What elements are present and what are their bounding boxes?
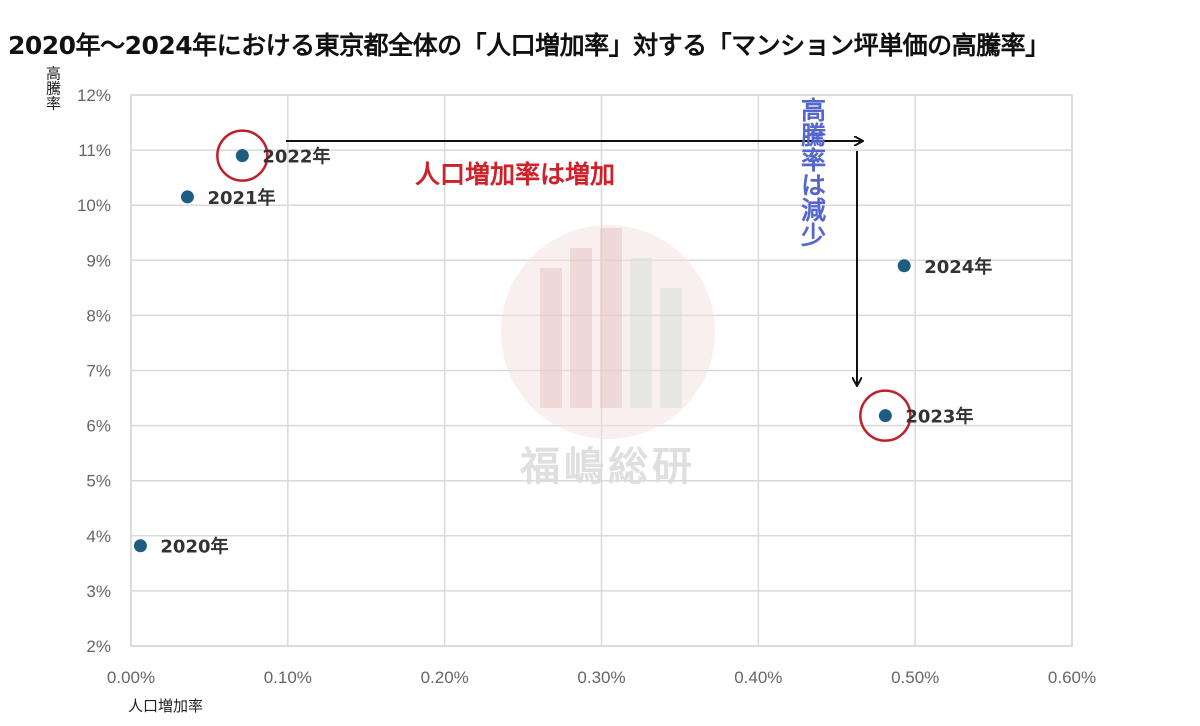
point-label: 2021年: [207, 187, 275, 209]
annotation-population-increase: 人口増加率は増加: [415, 160, 615, 189]
data-point: [878, 409, 892, 423]
y-tick-label: 4%: [86, 527, 111, 546]
y-tick-label: 11%: [78, 141, 111, 160]
x-tick-label: 0.20%: [421, 668, 469, 687]
y-tick-label: 6%: [86, 417, 111, 436]
x-tick-label: 0.30%: [577, 668, 625, 687]
y-tick-label: 9%: [86, 251, 111, 270]
x-tick-label: 0.50%: [891, 668, 939, 687]
y-axis-label: 高騰率: [44, 66, 62, 111]
y-tick-label: 12%: [77, 86, 111, 105]
watermark-text: 福嶋総研: [519, 444, 696, 490]
point-label: 2024年: [924, 256, 992, 278]
annotation-rate-decrease: 高騰率は減少: [798, 96, 828, 247]
y-tick-label: 10%: [77, 196, 111, 215]
y-tick-label: 5%: [86, 472, 111, 491]
watermark: 福嶋総研: [501, 225, 715, 490]
data-point: [897, 259, 911, 273]
y-tick-label: 3%: [86, 582, 111, 601]
chart-title: 2020年～2024年における東京都全体の「人口増加率」対する「マンション坪単価…: [8, 31, 1050, 60]
y-tick-label: 7%: [86, 362, 111, 381]
point-label: 2023年: [905, 406, 973, 428]
x-axis-label: 人口増加率: [128, 697, 203, 715]
highlight-circle: [216, 129, 269, 182]
highlight-circle: [859, 389, 912, 442]
x-tick-label: 0.00%: [107, 668, 155, 687]
point-label: 2022年: [262, 146, 330, 168]
y-tick-label: 2%: [86, 637, 111, 656]
point-label: 2020年: [160, 536, 228, 558]
data-point: [180, 190, 194, 204]
data-point: [235, 149, 249, 163]
x-tick-label: 0.40%: [734, 668, 782, 687]
x-tick-label: 0.10%: [264, 668, 312, 687]
y-tick-label: 8%: [86, 306, 111, 325]
x-tick-label: 0.60%: [1048, 668, 1096, 687]
data-point: [133, 539, 147, 553]
